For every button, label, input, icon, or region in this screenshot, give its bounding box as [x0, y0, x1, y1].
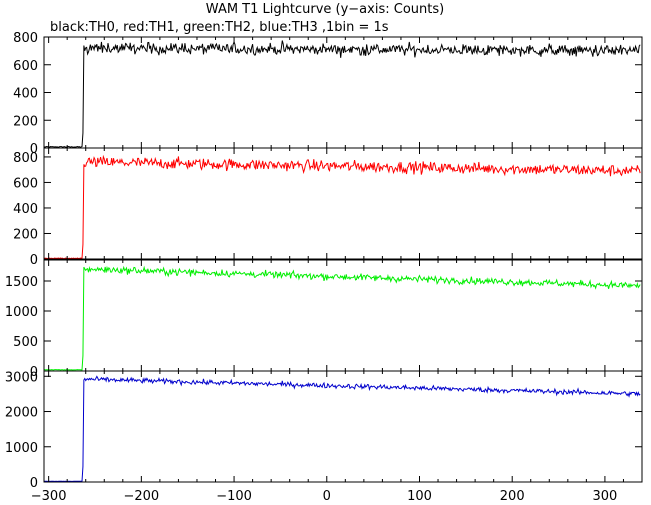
chart-title: WAM T1 Lightcurve (y−axis: Counts): [206, 2, 444, 17]
y-tick-label: 600: [13, 59, 38, 74]
x-tick-label: −200: [123, 489, 159, 504]
panel-th3: 0 1000 2000 3000: [5, 370, 643, 491]
y-tick-label: 200: [13, 114, 38, 129]
series-line-th2: [43, 265, 641, 371]
chart-subtitle: black:TH0, red:TH1, green:TH2, blue:TH3 …: [50, 20, 389, 35]
x-axis: −300 −200 −100 0 100 200 300: [31, 489, 618, 504]
y-tick-label: 0: [30, 476, 38, 491]
panel-th2: 0 500 1000 1500: [5, 259, 643, 380]
y-tick-label: 600: [13, 176, 38, 191]
x-tick-label: −300: [31, 489, 67, 504]
x-tick-label: 200: [500, 489, 525, 504]
y-tick-label: 0: [30, 253, 38, 268]
x-tick-label: 100: [407, 489, 432, 504]
panel-th1: 0 200 400 600 800: [13, 147, 643, 268]
panel-frame: [43, 147, 643, 260]
series-line-th1: [43, 154, 641, 260]
y-tick-label: 2000: [5, 406, 38, 421]
y-tick-label: 1500: [5, 275, 38, 290]
y-tick-label: 3000: [5, 370, 38, 385]
panel-frame: [43, 370, 643, 483]
y-tick-label: 800: [13, 151, 38, 166]
y-tick-label: 200: [13, 227, 38, 242]
y-tick-label: 0: [30, 142, 38, 157]
x-tick-label: −100: [216, 489, 252, 504]
series-line-th3: [43, 375, 641, 482]
x-tick-label: 0: [323, 489, 331, 504]
x-tick-label: 300: [593, 489, 618, 504]
y-tick-label: 400: [13, 87, 38, 102]
panel-frame: [43, 36, 643, 149]
y-tick-label: 1000: [5, 305, 38, 320]
y-tick-label: 500: [13, 335, 38, 350]
y-tick-label: 1000: [5, 441, 38, 456]
panels-group: 0200400600800020040060080005001000150001…: [5, 31, 643, 491]
series-line-th0: [43, 40, 641, 148]
y-tick-label: 0: [30, 365, 38, 380]
panel-th0: 0 200 400 600 800: [13, 31, 643, 157]
y-tick-label: 400: [13, 202, 38, 217]
y-tick-label: 800: [13, 31, 38, 46]
